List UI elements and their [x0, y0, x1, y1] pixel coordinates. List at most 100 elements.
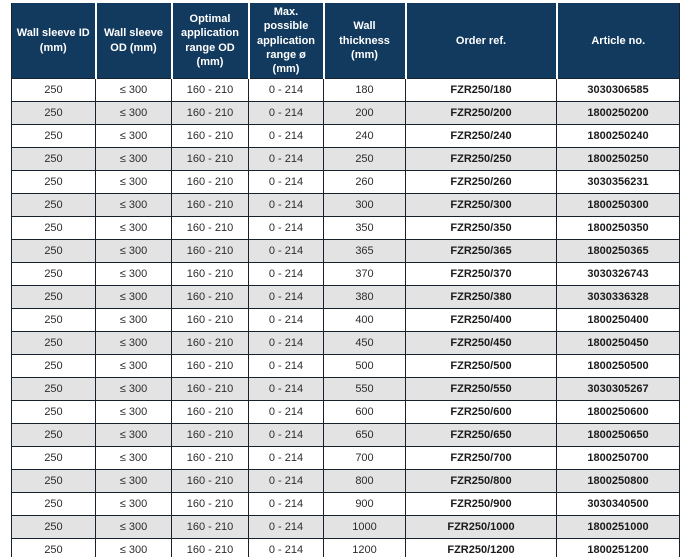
table-row: 250 ≤ 300 160 - 210 0 - 214 650 FZR250/650 180…	[11, 423, 680, 448]
cell-wall-thickness: 600	[323, 400, 406, 425]
cell-max-possible-application-range: 0 - 214	[248, 124, 324, 149]
cell-optimal-application-range-od: 160 - 210	[171, 354, 249, 379]
column-header-optimal-application-range-od: Optimal application range OD (mm)	[170, 3, 249, 80]
cell-article-no: 1800250800	[556, 469, 680, 494]
table-row: 250 ≤ 300 160 - 210 0 - 214 900 FZR250/900 303…	[11, 492, 680, 517]
cell-wall-sleeve-od: ≤ 300	[95, 78, 172, 103]
cell-wall-thickness: 450	[323, 331, 406, 356]
cell-wall-sleeve-od: ≤ 300	[95, 101, 172, 126]
cell-article-no: 3030356231	[556, 170, 680, 195]
cell-order-ref: FZR250/900	[405, 492, 557, 517]
cell-wall-sleeve-id: 250	[11, 538, 96, 557]
table-row: 250 ≤ 300 160 - 210 0 - 214 260 FZR250/260 303…	[11, 170, 680, 195]
cell-order-ref: FZR250/1200	[405, 538, 557, 557]
cell-max-possible-application-range: 0 - 214	[248, 354, 324, 379]
cell-wall-sleeve-id: 250	[11, 101, 96, 126]
cell-wall-thickness: 180	[323, 78, 406, 103]
table-row: 250 ≤ 300 160 - 210 0 - 214 240 FZR250/240 180…	[11, 124, 680, 149]
cell-wall-sleeve-od: ≤ 300	[95, 400, 172, 425]
cell-wall-sleeve-od: ≤ 300	[95, 515, 172, 540]
cell-max-possible-application-range: 0 - 214	[248, 515, 324, 540]
cell-article-no: 1800250650	[556, 423, 680, 448]
cell-article-no: 1800251200	[556, 538, 680, 557]
cell-order-ref: FZR250/370	[405, 262, 557, 287]
column-header-wall-sleeve-id: Wall sleeve ID (mm)	[11, 3, 96, 80]
table-row: 250 ≤ 300 160 - 210 0 - 214 300 FZR250/300 180…	[11, 193, 680, 218]
cell-wall-sleeve-od: ≤ 300	[95, 377, 172, 402]
column-header-wall-thickness: Wall thickness (mm)	[322, 3, 406, 80]
table-row: 250 ≤ 300 160 - 210 0 - 214 200 FZR250/200 180…	[11, 101, 680, 126]
cell-max-possible-application-range: 0 - 214	[248, 446, 324, 471]
cell-order-ref: FZR250/400	[405, 308, 557, 333]
cell-wall-sleeve-od: ≤ 300	[95, 239, 172, 264]
cell-max-possible-application-range: 0 - 214	[248, 308, 324, 333]
cell-wall-sleeve-id: 250	[11, 147, 96, 172]
cell-max-possible-application-range: 0 - 214	[248, 538, 324, 557]
cell-order-ref: FZR250/550	[405, 377, 557, 402]
cell-optimal-application-range-od: 160 - 210	[171, 193, 249, 218]
cell-wall-sleeve-od: ≤ 300	[95, 285, 172, 310]
cell-optimal-application-range-od: 160 - 210	[171, 285, 249, 310]
cell-order-ref: FZR250/365	[405, 239, 557, 264]
cell-article-no: 1800250240	[556, 124, 680, 149]
table-row: 250 ≤ 300 160 - 210 0 - 214 800 FZR250/800 180…	[11, 469, 680, 494]
cell-article-no: 3030326743	[556, 262, 680, 287]
cell-wall-sleeve-id: 250	[11, 308, 96, 333]
cell-article-no: 3030336328	[556, 285, 680, 310]
cell-order-ref: FZR250/200	[405, 101, 557, 126]
cell-order-ref: FZR250/180	[405, 78, 557, 103]
cell-order-ref: FZR250/260	[405, 170, 557, 195]
cell-order-ref: FZR250/250	[405, 147, 557, 172]
cell-optimal-application-range-od: 160 - 210	[171, 469, 249, 494]
cell-optimal-application-range-od: 160 - 210	[171, 400, 249, 425]
cell-order-ref: FZR250/800	[405, 469, 557, 494]
cell-article-no: 1800250500	[556, 354, 680, 379]
cell-wall-sleeve-id: 250	[11, 331, 96, 356]
cell-optimal-application-range-od: 160 - 210	[171, 446, 249, 471]
cell-max-possible-application-range: 0 - 214	[248, 193, 324, 218]
table-row: 250 ≤ 300 160 - 210 0 - 214 550 FZR250/550 303…	[11, 377, 680, 402]
cell-wall-thickness: 650	[323, 423, 406, 448]
cell-wall-sleeve-id: 250	[11, 285, 96, 310]
cell-wall-sleeve-id: 250	[11, 515, 96, 540]
cell-wall-sleeve-od: ≤ 300	[95, 147, 172, 172]
cell-wall-sleeve-od: ≤ 300	[95, 193, 172, 218]
cell-wall-sleeve-id: 250	[11, 446, 96, 471]
cell-wall-thickness: 1200	[323, 538, 406, 557]
cell-wall-thickness: 350	[323, 216, 406, 241]
cell-wall-sleeve-od: ≤ 300	[95, 446, 172, 471]
cell-wall-thickness: 370	[323, 262, 406, 287]
cell-wall-sleeve-od: ≤ 300	[95, 170, 172, 195]
cell-order-ref: FZR250/350	[405, 216, 557, 241]
table-row: 250 ≤ 300 160 - 210 0 - 214 250 FZR250/250 180…	[11, 147, 680, 172]
cell-article-no: 1800251000	[556, 515, 680, 540]
table-row: 250 ≤ 300 160 - 210 0 - 214 350 FZR250/350 180…	[11, 216, 680, 241]
cell-order-ref: FZR250/240	[405, 124, 557, 149]
cell-wall-thickness: 900	[323, 492, 406, 517]
cell-optimal-application-range-od: 160 - 210	[171, 101, 249, 126]
cell-article-no: 1800250450	[556, 331, 680, 356]
column-header-order-ref: Order ref.	[404, 3, 557, 80]
cell-wall-thickness: 200	[323, 101, 406, 126]
cell-optimal-application-range-od: 160 - 210	[171, 492, 249, 517]
cell-max-possible-application-range: 0 - 214	[248, 101, 324, 126]
cell-optimal-application-range-od: 160 - 210	[171, 170, 249, 195]
cell-article-no: 1800250300	[556, 193, 680, 218]
cell-article-no: 1800250350	[556, 216, 680, 241]
cell-wall-sleeve-id: 250	[11, 78, 96, 103]
cell-order-ref: FZR250/600	[405, 400, 557, 425]
cell-wall-thickness: 365	[323, 239, 406, 264]
cell-wall-sleeve-od: ≤ 300	[95, 262, 172, 287]
cell-wall-sleeve-id: 250	[11, 193, 96, 218]
cell-article-no: 3030340500	[556, 492, 680, 517]
cell-wall-sleeve-id: 250	[11, 170, 96, 195]
cell-wall-sleeve-id: 250	[11, 492, 96, 517]
cell-max-possible-application-range: 0 - 214	[248, 492, 324, 517]
cell-wall-sleeve-od: ≤ 300	[95, 308, 172, 333]
column-header-wall-sleeve-od: Wall sleeve OD (mm)	[94, 3, 172, 80]
cell-article-no: 1800250250	[556, 147, 680, 172]
table-row: 250 ≤ 300 160 - 210 0 - 214 370 FZR250/370 303…	[11, 262, 680, 287]
cell-article-no: 3030305267	[556, 377, 680, 402]
cell-article-no: 1800250365	[556, 239, 680, 264]
cell-wall-sleeve-id: 250	[11, 124, 96, 149]
